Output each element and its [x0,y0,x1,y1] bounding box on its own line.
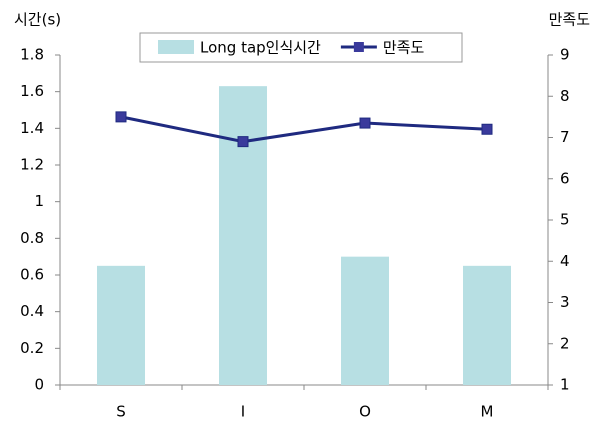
x-tick-label: M [481,403,494,421]
y-tick-label: 0 [34,376,44,394]
y2-tick-label: 7 [560,128,570,146]
y2-tick-label: 3 [560,293,570,311]
y-tick-label: 0.2 [20,339,44,357]
bar [463,265,511,385]
y-tick-label: 0.8 [20,229,44,247]
y2-tick-label: 2 [560,334,570,352]
bar [219,86,267,386]
y2-tick-label: 6 [560,169,570,187]
x-tick-label: O [359,403,371,421]
y2-tick-label: 9 [560,46,570,64]
legend-swatch [353,42,364,52]
y2-axis-title: 만족도 [549,11,591,29]
line [120,115,488,144]
x-tick-label: S [116,403,126,421]
y-axis-title: 시간(s) [14,11,61,29]
marker [359,117,371,129]
legend-swatch [158,40,194,54]
y2-tick-label: 5 [560,211,570,229]
y-tick-label: 0.4 [20,302,44,320]
marker [115,111,127,123]
y-tick-label: 1.4 [20,119,44,137]
y-tick-label: 1.6 [20,82,44,100]
y2-tick-label: 8 [560,87,570,105]
y2-tick-label: 4 [560,252,570,270]
y2-tick-label: 1 [560,376,570,394]
y-tick-label: 0.6 [20,266,44,284]
x-tick-label: I [241,403,245,421]
y-tick-label: 1.2 [20,156,44,174]
y-tick-label: 1 [34,192,44,210]
y-tick-label: 1.8 [20,46,44,64]
bar [97,265,145,385]
bar [341,256,389,385]
marker [237,136,249,148]
legend-label: Long tap인식시간 [200,39,321,57]
marker [481,123,493,135]
legend-label: 만족도 [383,39,425,57]
